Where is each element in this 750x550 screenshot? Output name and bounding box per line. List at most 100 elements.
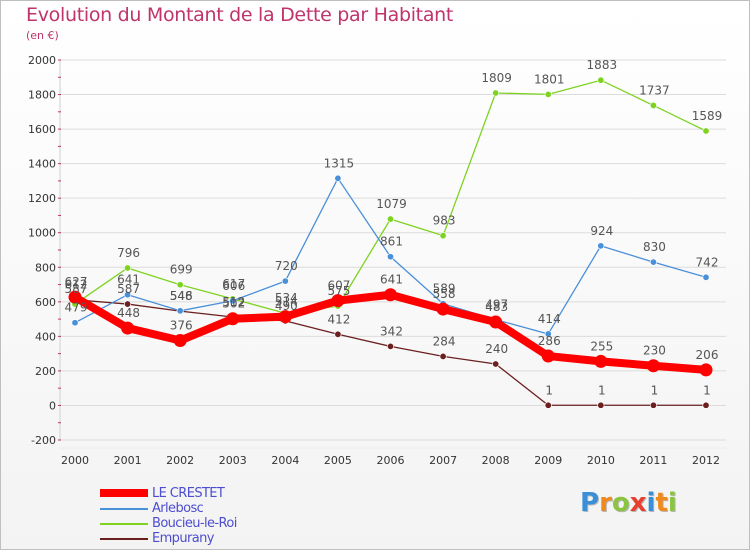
- data-label: 546: [170, 289, 193, 303]
- x-tick-label: 2004: [271, 454, 299, 467]
- data-label: 1315: [324, 156, 355, 170]
- data-label: 255: [590, 339, 613, 353]
- data-point: [124, 291, 132, 299]
- x-tick-label: 2003: [219, 454, 247, 467]
- data-point: [436, 302, 450, 316]
- data-label: 240: [485, 342, 508, 356]
- y-tick-label: 400: [35, 330, 56, 343]
- data-label: 534: [275, 291, 298, 305]
- y-tick-label: 1000: [28, 227, 56, 240]
- data-label: 376: [170, 319, 193, 333]
- data-label: 1737: [639, 83, 670, 97]
- data-label: 502: [222, 297, 245, 311]
- data-point: [597, 242, 605, 250]
- chart-subtitle: (en €): [26, 29, 59, 42]
- logo-letter: o: [611, 488, 630, 518]
- data-label: 414: [538, 312, 561, 326]
- data-label: 796: [117, 246, 140, 260]
- legend-item: LE CRESTET: [100, 486, 360, 501]
- y-tick-label: 1400: [28, 158, 56, 171]
- data-point: [121, 321, 135, 335]
- legend-swatch: [100, 523, 148, 525]
- data-point: [334, 174, 342, 182]
- data-label: 1801: [534, 72, 565, 86]
- y-tick-label: -200: [31, 434, 56, 447]
- x-tick-label: 2009: [534, 454, 562, 467]
- data-point: [439, 232, 447, 240]
- data-point: [281, 277, 289, 285]
- data-label: 1: [545, 383, 553, 397]
- data-label: 587: [117, 282, 140, 296]
- data-label: 479: [65, 301, 88, 315]
- data-label: 548: [170, 289, 193, 303]
- data-label: 606: [222, 279, 245, 293]
- y-tick-label: 1800: [28, 89, 56, 102]
- data-point: [544, 330, 552, 338]
- data-point: [544, 401, 552, 409]
- y-tick-label: 800: [35, 261, 56, 274]
- data-label: 589: [433, 282, 456, 296]
- y-tick-label: 1200: [28, 192, 56, 205]
- y-tick-label: 1600: [28, 123, 56, 136]
- data-point: [226, 312, 240, 326]
- data-label: 1883: [587, 58, 618, 72]
- data-point: [176, 281, 184, 289]
- logo-letter: i: [646, 488, 656, 518]
- data-point: [492, 89, 500, 97]
- data-point: [68, 290, 82, 304]
- data-label: 342: [380, 324, 403, 338]
- x-tick-label: 2005: [324, 454, 352, 467]
- data-label: 512: [222, 295, 245, 309]
- y-tick-label: 200: [35, 365, 56, 378]
- data-label: 483: [485, 300, 508, 314]
- x-tick-label: 2002: [166, 454, 194, 467]
- logo-letter: x: [629, 488, 647, 518]
- data-point: [646, 359, 660, 373]
- data-label: 612: [65, 278, 88, 292]
- data-label: 1: [598, 383, 606, 397]
- data-point: [649, 258, 657, 266]
- data-label: 497: [485, 298, 508, 312]
- x-tick-label: 2011: [639, 454, 667, 467]
- data-label: 1: [651, 383, 659, 397]
- data-point: [439, 352, 447, 360]
- proxiti-logo: Proxiti: [580, 488, 677, 518]
- data-label: 286: [538, 334, 561, 348]
- data-point: [541, 349, 555, 363]
- x-tick-label: 2006: [377, 454, 405, 467]
- legend-item: Boucieu-le-Roi: [100, 516, 360, 531]
- logo-letter: i: [667, 488, 677, 518]
- data-label: 617: [222, 277, 245, 291]
- legend-item: Arlebosc: [100, 501, 360, 516]
- data-point: [384, 288, 397, 302]
- data-label: 1079: [376, 197, 407, 211]
- y-tick-label: 0: [49, 399, 56, 412]
- y-tick-label: 600: [35, 296, 56, 309]
- data-label: 412: [327, 312, 350, 326]
- data-label: 230: [643, 344, 666, 358]
- x-tick-label: 2001: [114, 454, 142, 467]
- data-point: [597, 401, 605, 409]
- data-point: [71, 319, 79, 327]
- legend-label: Boucieu-le-Roi: [152, 516, 237, 531]
- chart-title: Evolution du Montant de la Dette par Hab…: [26, 4, 454, 26]
- x-tick-label: 2007: [429, 454, 457, 467]
- data-label: 720: [275, 259, 298, 273]
- data-label: 699: [170, 263, 193, 277]
- data-label: 641: [117, 273, 140, 287]
- x-tick-label: 2012: [692, 454, 720, 467]
- data-label: 641: [380, 273, 403, 287]
- data-point: [334, 330, 342, 338]
- data-point: [489, 315, 503, 329]
- legend-label: LE CRESTET: [152, 486, 225, 501]
- data-point: [176, 307, 184, 315]
- legend-item: Empurany: [100, 531, 360, 546]
- data-label: 206: [696, 348, 719, 362]
- x-tick-label: 2000: [61, 454, 89, 467]
- legend-swatch: [100, 489, 148, 497]
- logo-letter: t: [655, 488, 668, 518]
- data-label: 627: [65, 275, 88, 289]
- data-point: [124, 264, 132, 272]
- legend-swatch: [100, 508, 148, 510]
